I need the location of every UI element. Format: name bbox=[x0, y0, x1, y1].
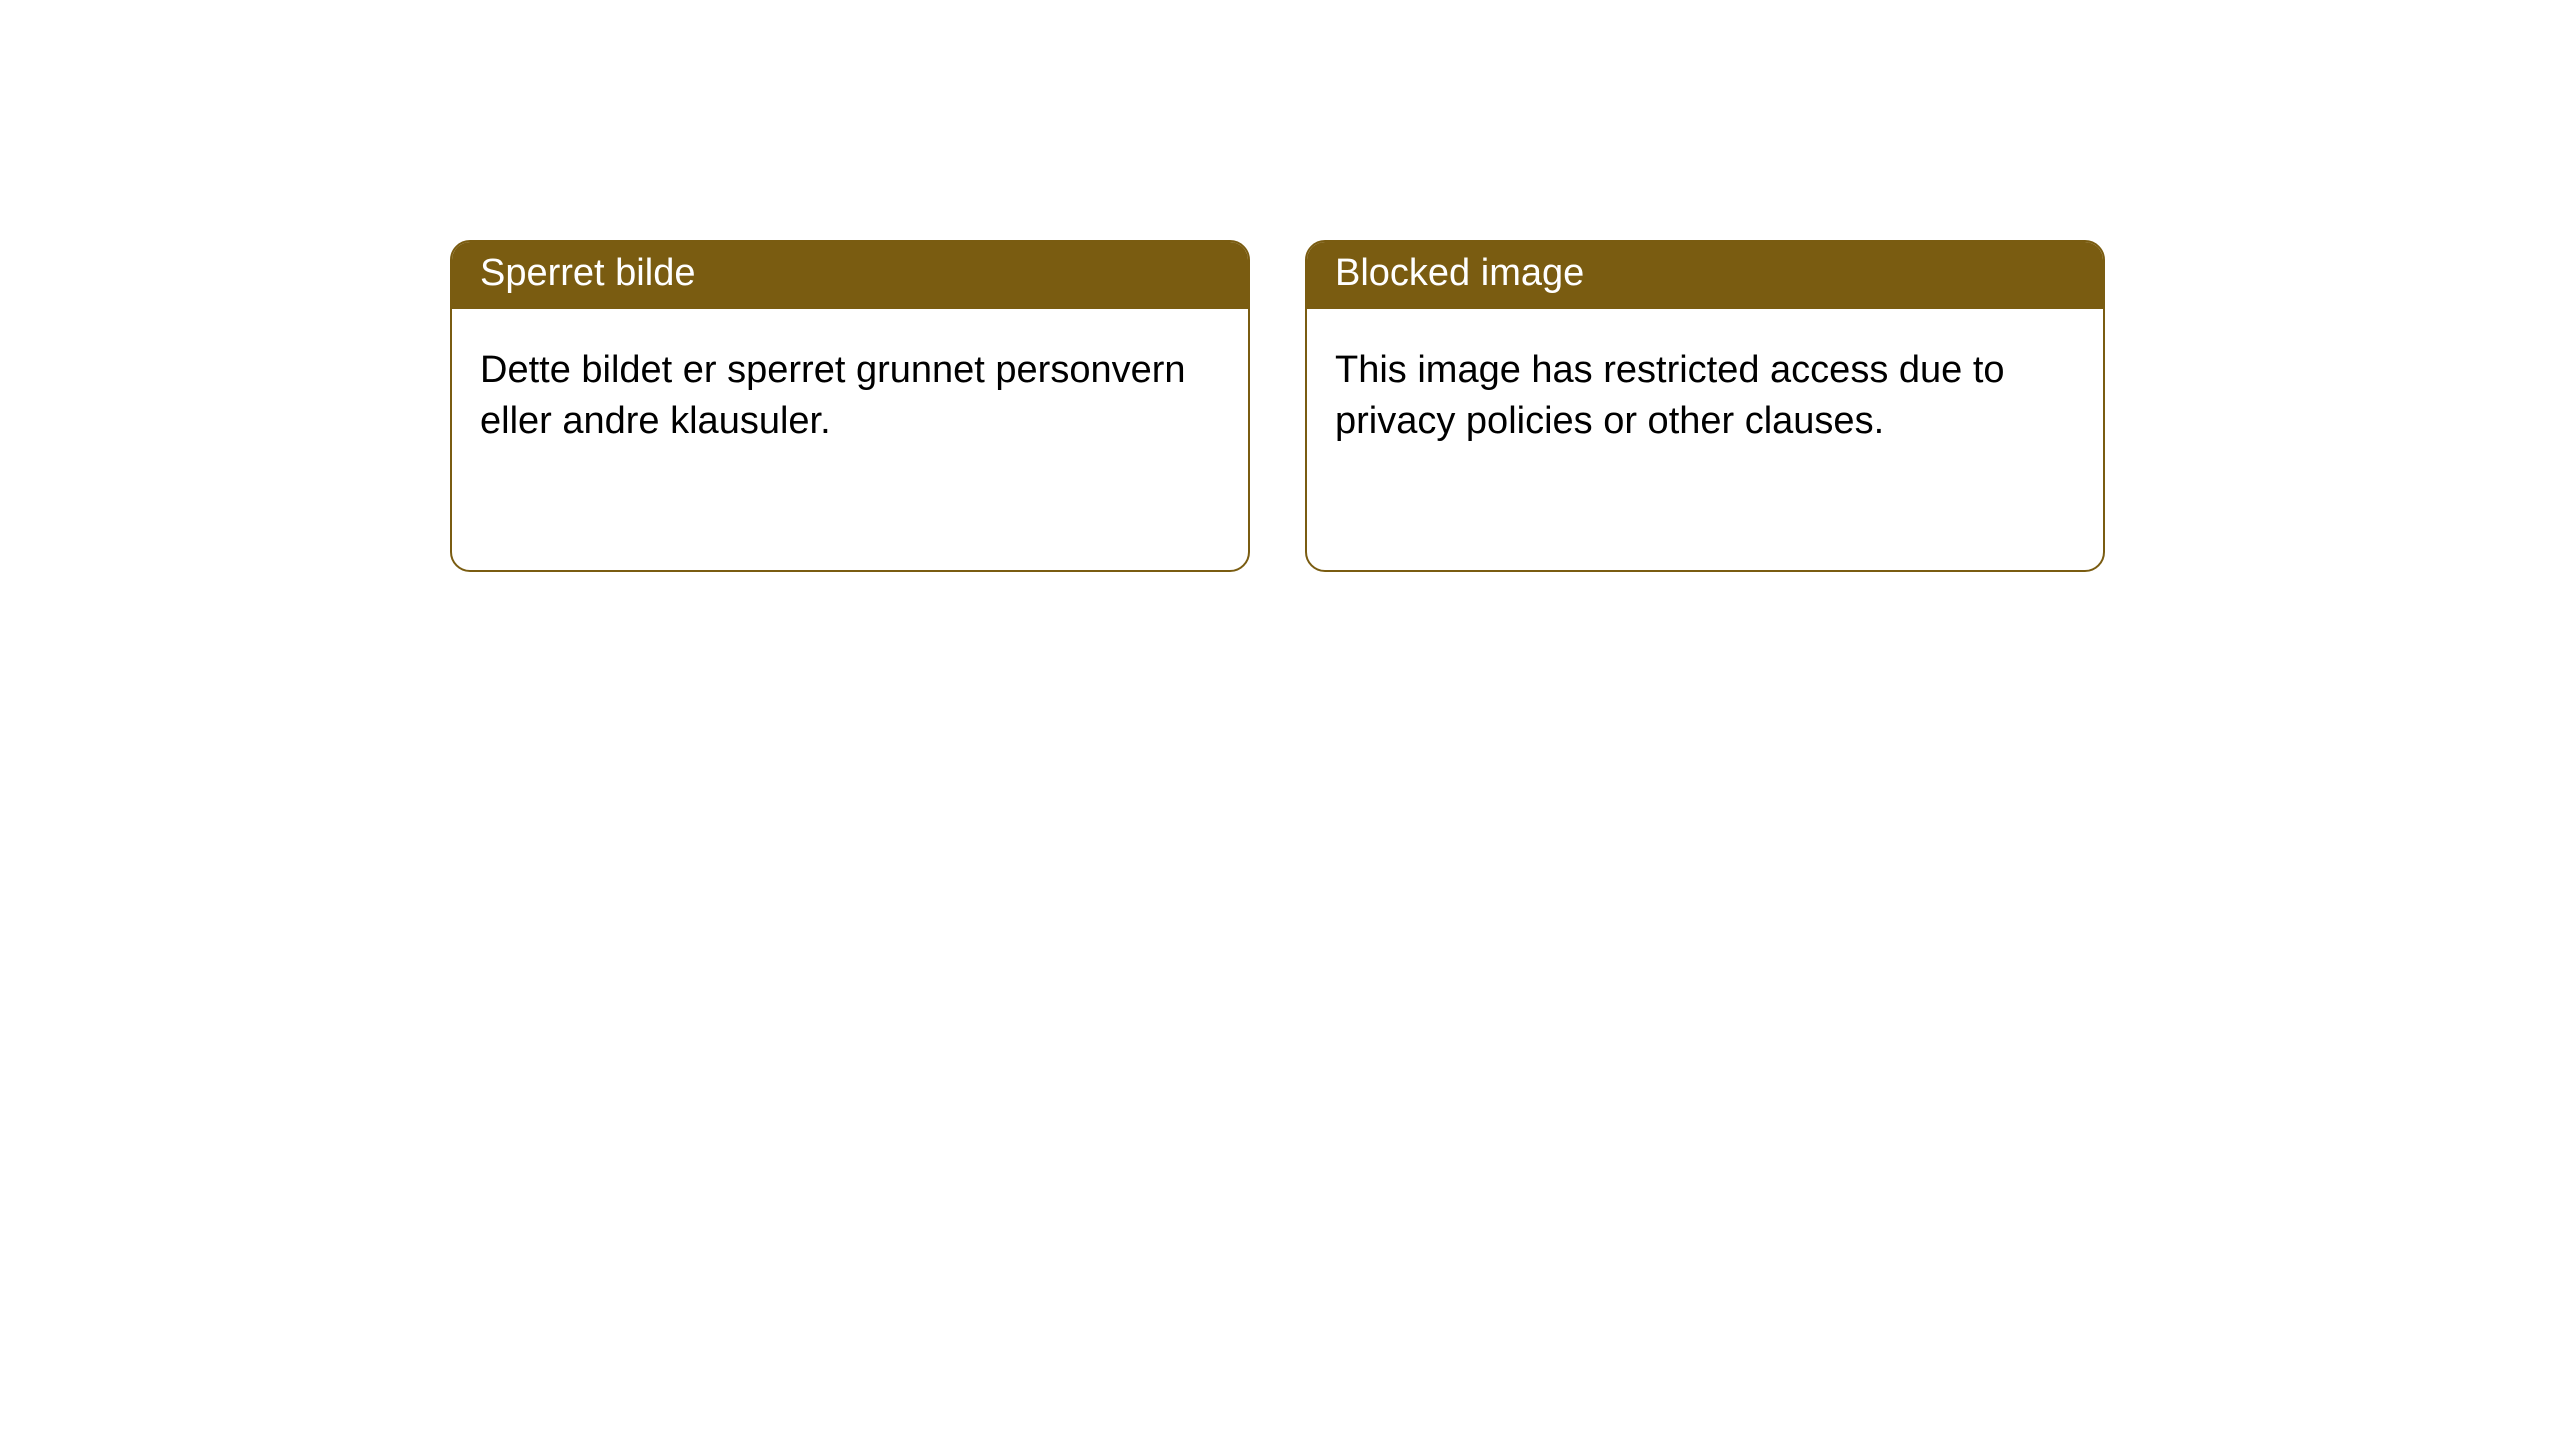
card-header: Sperret bilde bbox=[452, 242, 1248, 309]
card-body: This image has restricted access due to … bbox=[1307, 309, 2103, 484]
card-title: Blocked image bbox=[1335, 252, 1584, 294]
cards-container: Sperret bilde Dette bildet er sperret gr… bbox=[450, 240, 2105, 572]
card-body: Dette bildet er sperret grunnet personve… bbox=[452, 309, 1248, 484]
card-header: Blocked image bbox=[1307, 242, 2103, 309]
card-body-text: Dette bildet er sperret grunnet personve… bbox=[480, 349, 1186, 442]
notice-card-english: Blocked image This image has restricted … bbox=[1305, 240, 2105, 572]
card-body-text: This image has restricted access due to … bbox=[1335, 349, 2005, 442]
notice-card-norwegian: Sperret bilde Dette bildet er sperret gr… bbox=[450, 240, 1250, 572]
card-title: Sperret bilde bbox=[480, 252, 695, 294]
